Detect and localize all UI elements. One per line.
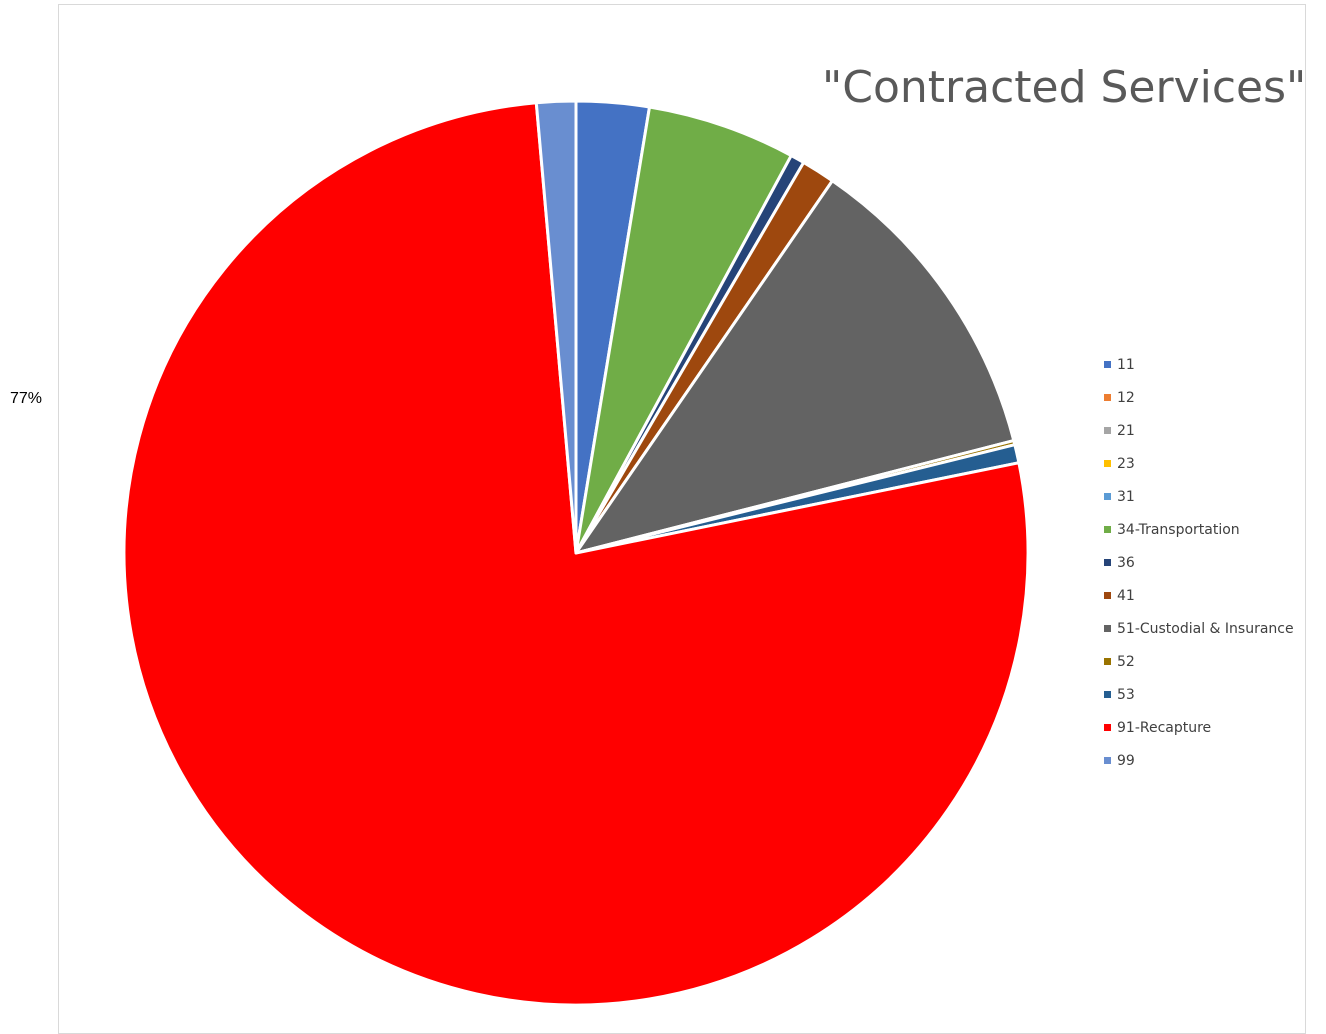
legend-label: 11 (1117, 356, 1135, 373)
legend-label: 31 (1117, 488, 1135, 505)
legend-label: 23 (1117, 455, 1135, 472)
legend-swatch (1104, 361, 1111, 368)
legend-swatch (1104, 658, 1111, 665)
legend-item-21: 21 (1104, 414, 1294, 447)
legend-item-52: 52 (1104, 645, 1294, 678)
legend-swatch (1104, 394, 1111, 401)
legend-item-12: 12 (1104, 381, 1294, 414)
legend-swatch (1104, 625, 1111, 632)
legend-swatch (1104, 493, 1111, 500)
legend-label: 53 (1117, 686, 1135, 703)
legend-swatch (1104, 460, 1111, 467)
legend-label: 99 (1117, 752, 1135, 769)
legend-swatch (1104, 724, 1111, 731)
legend-label: 91-Recapture (1117, 719, 1212, 736)
legend-item-41: 41 (1104, 579, 1294, 612)
legend-label: 41 (1117, 587, 1135, 604)
legend-item-36: 36 (1104, 546, 1294, 579)
legend-item-91-recapture: 91-Recapture (1104, 711, 1294, 744)
legend-label: 51-Custodial & Insurance (1117, 620, 1294, 637)
legend-swatch (1104, 526, 1111, 533)
legend-label: 34-Transportation (1117, 521, 1240, 538)
pie-slice-34-transportation (574, 105, 793, 555)
legend-item-23: 23 (1104, 447, 1294, 480)
legend-label: 52 (1117, 653, 1135, 670)
chart-title: "Contracted Services" (822, 62, 1307, 113)
legend-swatch (1104, 427, 1111, 434)
legend-item-51-custodial-insurance: 51-Custodial & Insurance (1104, 612, 1294, 645)
legend-label: 21 (1117, 422, 1135, 439)
pie-slice-51-custodial-insurance (574, 179, 1016, 555)
pie-slice-99 (534, 99, 578, 555)
legend-swatch (1104, 757, 1111, 764)
legend-item-53: 53 (1104, 678, 1294, 711)
legend-swatch (1104, 691, 1111, 698)
legend-label: 12 (1117, 389, 1135, 406)
legend-swatch (1104, 559, 1111, 566)
data-label-91-recapture: 77% (10, 390, 43, 407)
legend-item-99: 99 (1104, 744, 1294, 777)
legend-label: 36 (1117, 554, 1135, 571)
legend-item-31: 31 (1104, 480, 1294, 513)
legend-item-34-transportation: 34-Transportation (1104, 513, 1294, 546)
legend-swatch (1104, 592, 1111, 599)
legend: 11 12 21 23 31 34-Transportation 36 41 51-Custod… (1104, 348, 1294, 777)
legend-item-11: 11 (1104, 348, 1294, 381)
